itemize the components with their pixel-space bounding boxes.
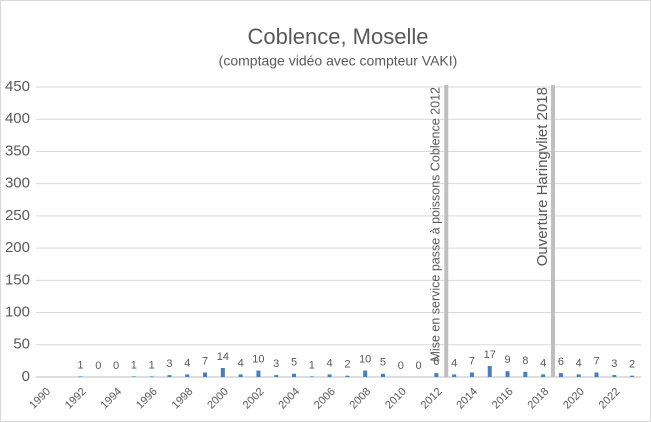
data-label: 14 bbox=[217, 351, 229, 363]
bar bbox=[505, 371, 510, 377]
data-label: 8 bbox=[522, 355, 528, 367]
y-tick-label: 250 bbox=[5, 207, 30, 224]
bar bbox=[363, 370, 368, 377]
bar bbox=[309, 376, 314, 377]
data-label: 5 bbox=[380, 357, 386, 369]
bar bbox=[594, 372, 599, 377]
data-label: 0 bbox=[416, 360, 422, 372]
data-label: 0 bbox=[398, 360, 404, 372]
data-label: 7 bbox=[593, 355, 599, 367]
y-tick-label: 0 bbox=[22, 368, 30, 385]
bar bbox=[149, 376, 154, 377]
data-label: 1 bbox=[309, 359, 315, 371]
y-tick-label: 350 bbox=[5, 142, 30, 159]
data-label: 4 bbox=[451, 357, 457, 369]
bar bbox=[220, 367, 225, 377]
data-label: 4 bbox=[184, 357, 190, 369]
bar bbox=[487, 366, 492, 377]
bar bbox=[185, 374, 190, 377]
y-tick-label: 100 bbox=[5, 304, 30, 321]
data-label: 1 bbox=[131, 359, 137, 371]
data-label: 5 bbox=[291, 357, 297, 369]
data-label: 10 bbox=[359, 353, 371, 365]
bar bbox=[256, 370, 261, 377]
chart-title: Coblence, Moselle bbox=[248, 24, 429, 49]
y-tick-label: 150 bbox=[5, 271, 30, 288]
data-label: 4 bbox=[327, 357, 333, 369]
bar bbox=[274, 375, 279, 377]
chart-subtitle: (comptage vidéo avec compteur VAKI) bbox=[219, 53, 458, 69]
y-tick-label: 50 bbox=[13, 336, 30, 353]
data-label: 17 bbox=[484, 349, 496, 361]
bar bbox=[630, 375, 635, 377]
data-label: 7 bbox=[202, 355, 208, 367]
data-label: 0 bbox=[113, 360, 119, 372]
bar bbox=[434, 373, 439, 377]
bar bbox=[576, 374, 581, 377]
data-label: 2 bbox=[344, 359, 350, 371]
data-label: 3 bbox=[166, 358, 172, 370]
bar bbox=[469, 372, 474, 377]
bar bbox=[523, 371, 528, 377]
bar bbox=[327, 374, 332, 377]
bar bbox=[78, 376, 83, 377]
data-label: 2 bbox=[629, 359, 635, 371]
data-label: 10 bbox=[252, 353, 264, 365]
data-label: 0 bbox=[95, 360, 101, 372]
bar bbox=[612, 375, 617, 377]
bar bbox=[541, 374, 546, 377]
data-label: 1 bbox=[77, 359, 83, 371]
data-label: 7 bbox=[469, 355, 475, 367]
bar bbox=[167, 375, 172, 377]
data-label: 9 bbox=[504, 354, 510, 366]
annotation-text: Mise en service passe à poissons Coblenc… bbox=[429, 87, 443, 362]
y-tick-label: 400 bbox=[5, 110, 30, 127]
bar bbox=[558, 373, 563, 377]
bar bbox=[380, 373, 385, 377]
bar bbox=[345, 375, 350, 377]
bar bbox=[452, 374, 457, 377]
data-label: 4 bbox=[540, 357, 546, 369]
data-label: 4 bbox=[238, 357, 244, 369]
data-label: 6 bbox=[433, 356, 439, 368]
data-label: 3 bbox=[611, 358, 617, 370]
y-tick-label: 300 bbox=[5, 175, 30, 192]
data-label: 3 bbox=[273, 358, 279, 370]
bar bbox=[238, 374, 243, 377]
annotation-text: Ouverture Haringvliet 2018 bbox=[534, 87, 551, 266]
bar bbox=[292, 373, 297, 377]
bar bbox=[131, 376, 136, 377]
data-label: 1 bbox=[149, 359, 155, 371]
data-label: 4 bbox=[576, 357, 582, 369]
y-tick-label: 200 bbox=[5, 239, 30, 256]
bar bbox=[203, 372, 208, 377]
y-tick-label: 450 bbox=[5, 78, 30, 95]
data-label: 6 bbox=[558, 356, 564, 368]
